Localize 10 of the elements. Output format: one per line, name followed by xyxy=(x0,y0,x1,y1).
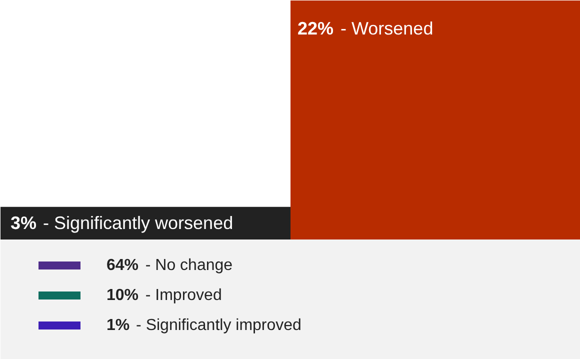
data-label: 1% xyxy=(106,317,130,334)
category-label: - Improved xyxy=(145,287,222,304)
data-label: 64% xyxy=(106,257,139,274)
category-label: - Significantly improved xyxy=(136,317,302,334)
data-label: 22% xyxy=(298,18,334,38)
category-label: - Worsened xyxy=(340,18,434,38)
data-label: 3% xyxy=(10,213,37,234)
data-label: 10% xyxy=(106,287,139,304)
category-label: - Significantly worsened xyxy=(43,213,234,234)
category-label: - No change xyxy=(145,257,233,274)
